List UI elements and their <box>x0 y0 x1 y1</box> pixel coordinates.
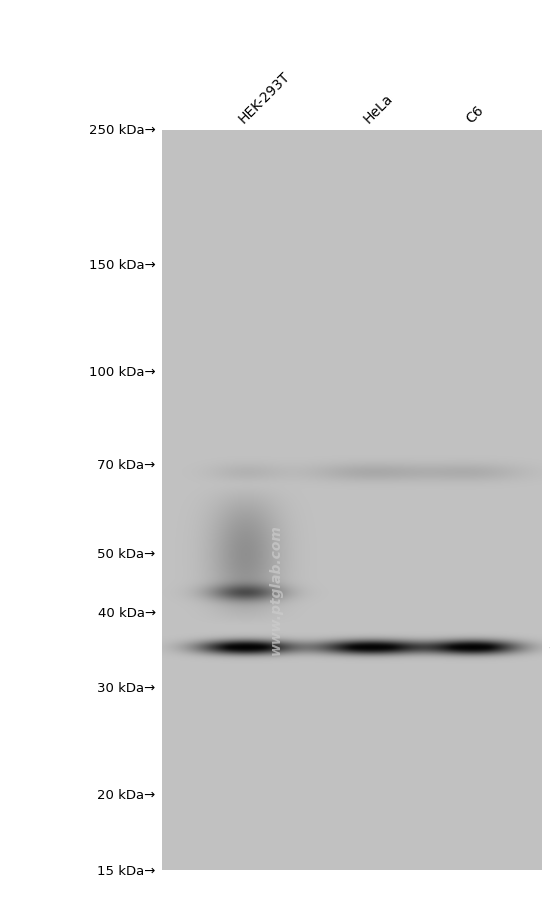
Text: C6: C6 <box>464 103 487 126</box>
Text: 30 kDa→: 30 kDa→ <box>97 682 156 695</box>
Text: 15 kDa→: 15 kDa→ <box>97 864 156 877</box>
Text: 100 kDa→: 100 kDa→ <box>89 365 156 378</box>
Text: 70 kDa→: 70 kDa→ <box>97 459 156 472</box>
Text: 20 kDa→: 20 kDa→ <box>97 788 156 801</box>
Text: 40 kDa→: 40 kDa→ <box>97 606 156 619</box>
Text: ←: ← <box>548 639 550 657</box>
Text: HeLa: HeLa <box>361 91 396 126</box>
Text: 50 kDa→: 50 kDa→ <box>97 548 156 560</box>
Text: 150 kDa→: 150 kDa→ <box>89 259 156 272</box>
Text: HEK-293T: HEK-293T <box>236 69 293 126</box>
Text: www.ptglab.com: www.ptglab.com <box>269 524 283 655</box>
Text: 250 kDa→: 250 kDa→ <box>89 124 156 137</box>
